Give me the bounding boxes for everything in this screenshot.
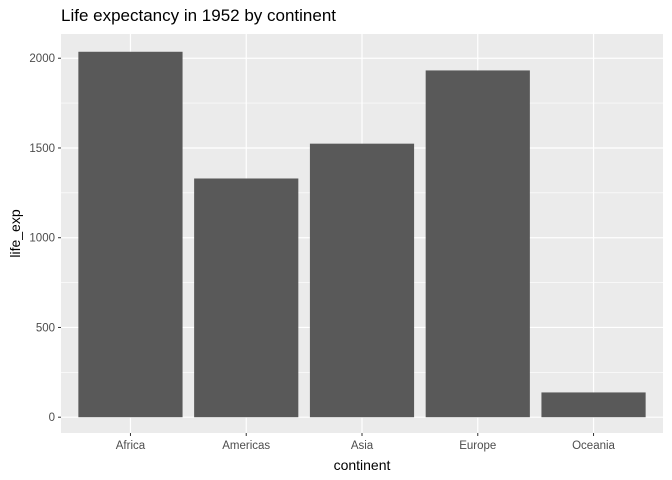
x-tick-label: Asia <box>351 440 374 452</box>
bar-europe <box>425 70 530 418</box>
y-tick-label: 2000 <box>29 53 55 65</box>
bar-africa <box>78 51 183 418</box>
y-axis: 0 500 1000 1500 2000 <box>29 53 61 424</box>
y-tick-label: 500 <box>36 322 55 334</box>
y-tick-label: 1500 <box>29 143 55 155</box>
x-axis: Africa Americas Asia Europe Oceania <box>116 433 616 452</box>
y-tick-label: 0 <box>49 412 55 424</box>
x-axis-title: continent <box>334 457 391 473</box>
x-tick-label: Americas <box>222 440 270 452</box>
bars <box>78 51 646 418</box>
bar-asia <box>309 143 415 418</box>
chart-title: Life expectancy in 1952 by continent <box>61 6 337 25</box>
x-tick-label: Africa <box>116 440 146 452</box>
x-tick-label: Oceania <box>572 440 615 452</box>
bar-americas <box>194 178 299 418</box>
x-tick-label: Europe <box>459 440 496 452</box>
y-axis-title: life_exp <box>7 209 23 257</box>
bar-oceania <box>541 392 646 418</box>
y-tick-label: 1000 <box>29 233 55 245</box>
